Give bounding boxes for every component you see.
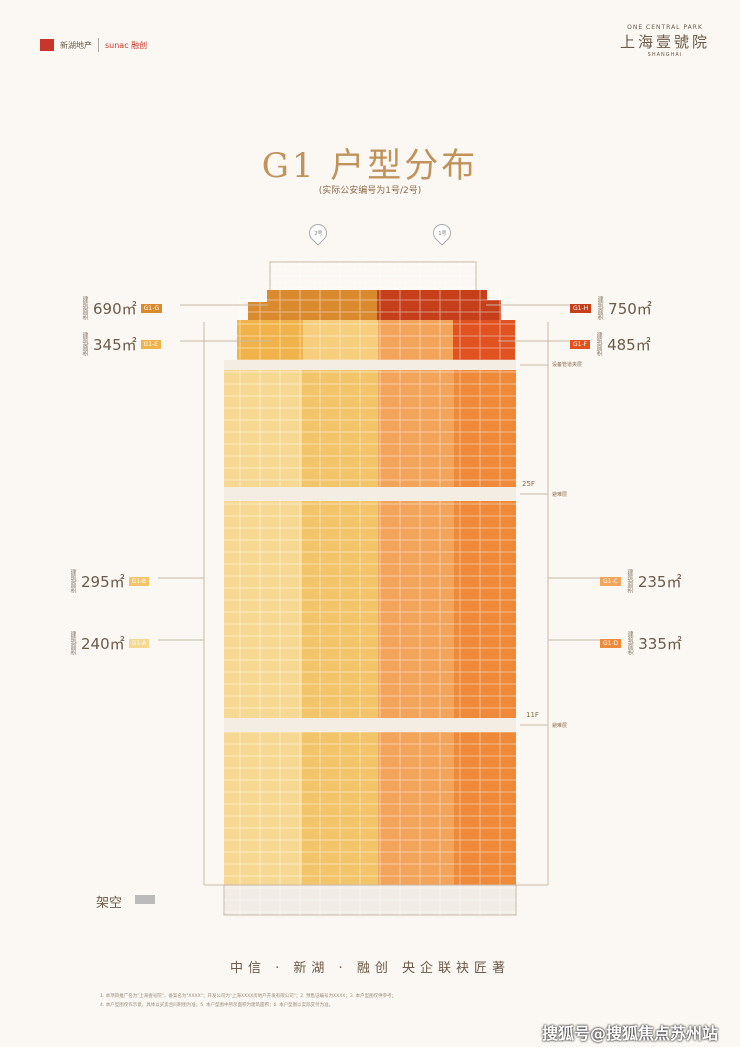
refuge-note-11f: 避难层 [552,723,568,729]
floor-11f: 11F [526,711,539,719]
tag-g1-f: G1-F [570,339,591,349]
project-logo-sub: SHANGHAI [647,52,683,58]
label-g1-c: G1-C 建筑面积 235㎡ [600,569,681,593]
project-logo-cn: 上海壹號院 [619,33,710,51]
label-g1-g-area: 690㎡ [93,299,137,318]
disclaimer: 1. 本项目推广名为"上海壹号院"，备案名为"XXXX"；开发公司为"上海XXX… [100,992,660,1010]
tag-g1-c: G1-C [600,576,621,586]
label-g1-a-area: 240㎡ [81,634,125,653]
tag-g1-e: G1-E [140,339,162,349]
watermark: 搜狐号@搜狐焦点苏州站 [541,1024,718,1043]
ground-legend-swatch [135,895,155,904]
label-g1-f-area: 485㎡ [607,335,651,354]
crown-windows [270,262,476,292]
label-g1-d-area: 335㎡ [638,634,682,653]
label-g1-e: 建筑面积 345㎡ G1-E [80,332,162,356]
refuge-note-25f: 避难层 [552,492,568,498]
floor-25f: 25F [522,480,535,488]
label-g1-g: 建筑面积 690㎡ G1-G [80,296,163,320]
page-title: G1 户型分布 [261,146,479,186]
refuge-band-11f [224,718,516,732]
equip-band [224,360,516,370]
page-subtitle: (实际公安编号为1号/2号) [318,186,422,196]
equip-floor-note: 设备管道夹层 [552,362,583,368]
footer-slogan: 中信 · 新湖 · 融创 央企联袂匠著 [230,961,510,976]
label-g1-h: G1-H 建筑面积 750㎡ [570,296,652,320]
tag-g1-d: G1-D [600,638,622,648]
refuge-band-25f [224,487,516,501]
sunac-logo-text: sunac 融创 [105,40,148,50]
tag-g1-g: G1-G [140,303,163,313]
tag-g1-b: G1-B [128,576,150,586]
label-g1-f: G1-F 建筑面积 485㎡ [570,332,651,356]
developer-logos: 新湖地产 sunac 融创 [40,38,147,52]
xinhu-logo-icon [40,39,54,51]
project-logo-en: ONE CENTRAL PARK [627,24,703,31]
tag-g1-h: G1-H [570,303,592,313]
project-logo: ONE CENTRAL PARK 上海壹號院 SHANGHAI [620,24,710,58]
top-windows [237,290,515,360]
label-g1-e-area: 345㎡ [93,335,137,354]
ground-label: 架空 [96,896,123,911]
xinhu-logo-text: 新湖地产 [60,40,92,50]
label-g1-b: 建筑面积 295㎡ G1-B [68,569,150,593]
logo-divider [98,38,99,52]
disclaimer-line-2: 4. 本户型图仅作示意，具体以买卖合同附图为准；5. 本户型图中所示面积为建筑面… [100,1003,334,1008]
label-g1-b-area: 295㎡ [81,572,125,591]
ground-windows [224,885,516,915]
tower-windows [224,360,516,885]
label-g1-c-area: 235㎡ [637,572,682,591]
tag-g1-a: G1-A [128,638,150,648]
label-g1-h-area: 750㎡ [608,299,652,318]
label-g1-d: G1-D 建筑面积 335㎡ [600,631,682,655]
label-g1-a: 建筑面积 240㎡ G1-A [68,631,150,655]
disclaimer-line-1: 1. 本项目推广名为"上海壹号院"，备案名为"XXXX"；开发公司为"上海XXX… [100,994,397,999]
